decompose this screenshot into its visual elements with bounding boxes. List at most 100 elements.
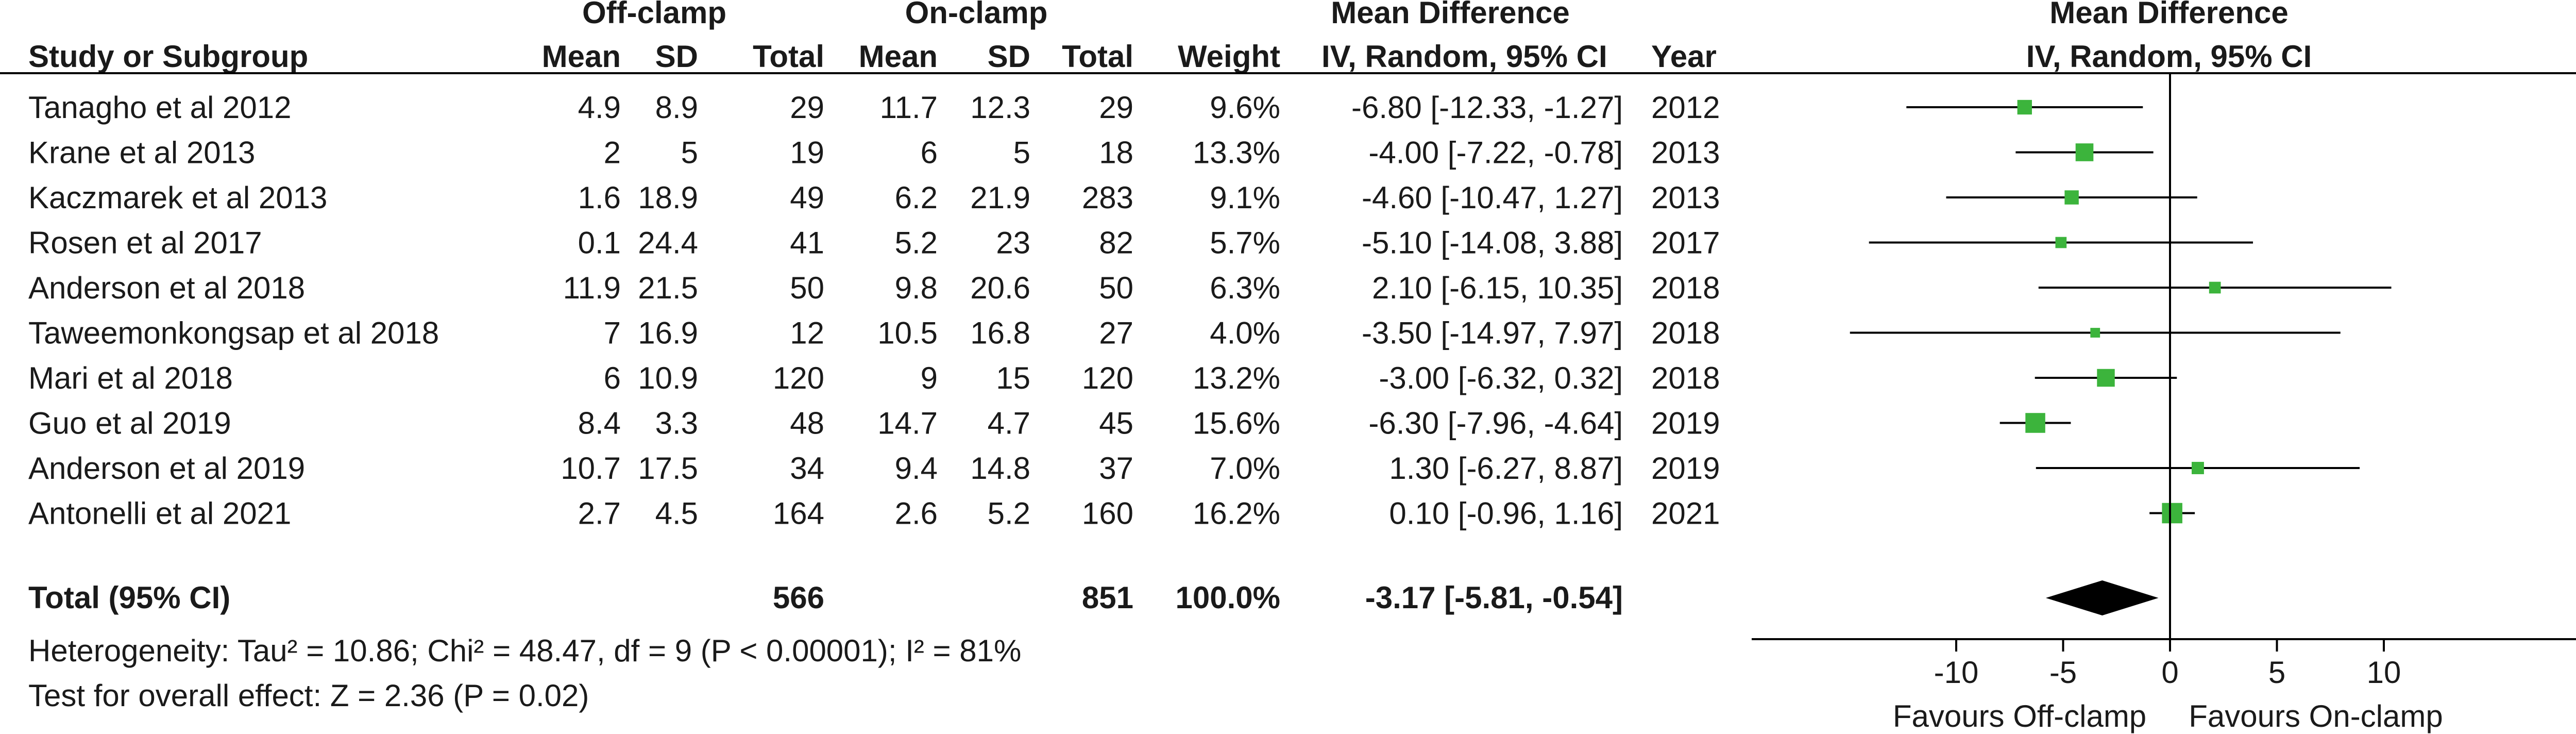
study-weight: 13.3%	[1193, 136, 1280, 170]
on-clamp-mean: 9.8	[895, 271, 938, 305]
header-weight: Weight	[1178, 39, 1280, 74]
on-clamp-mean: 11.7	[880, 90, 938, 125]
header-total-2: Total	[1062, 39, 1133, 74]
study-name: Anderson et al 2019	[28, 451, 305, 486]
on-clamp-mean: 6.2	[895, 180, 938, 215]
off-clamp-total: 19	[790, 136, 824, 170]
on-clamp-total: 37	[1099, 451, 1133, 486]
pooled-diamond	[2045, 580, 2159, 615]
study-ci: -3.00 [-6.32, 0.32]	[1379, 361, 1623, 395]
on-clamp-sd: 14.8	[970, 451, 1030, 486]
on-clamp-sd: 12.3	[970, 90, 1030, 125]
heterogeneity-text: Heterogeneity: Tau² = 10.86; Chi² = 48.4…	[28, 633, 1021, 668]
on-clamp-sd: 5	[1013, 136, 1030, 170]
on-clamp-total: 27	[1099, 316, 1133, 351]
off-clamp-mean: 7	[604, 316, 621, 351]
on-clamp-mean: 6	[921, 136, 938, 170]
on-clamp-total: 283	[1082, 180, 1133, 215]
x-tick-label: -10	[1934, 655, 1979, 690]
off-clamp-mean: 2	[604, 136, 621, 170]
study-year: 2018	[1651, 316, 1720, 351]
x-tick-label: 5	[2268, 655, 2285, 690]
off-clamp-sd: 16.9	[638, 316, 698, 351]
off-clamp-total: 12	[790, 316, 824, 351]
on-clamp-sd: 5.2	[988, 496, 1030, 531]
on-clamp-total: 120	[1082, 361, 1133, 395]
study-name: Mari et al 2018	[28, 361, 233, 395]
study-year: 2013	[1651, 136, 1720, 170]
off-clamp-total: 29	[790, 90, 824, 125]
on-clamp-total: 50	[1099, 271, 1133, 305]
study-year: 2018	[1651, 361, 1720, 395]
on-clamp-sd: 4.7	[988, 406, 1030, 441]
study-name: Rosen et al 2017	[28, 226, 262, 260]
study-ci: 0.10 [-0.96, 1.16]	[1389, 496, 1623, 531]
effect-marker	[2025, 413, 2045, 433]
on-clamp-sd: 15	[996, 361, 1030, 395]
study-year: 2021	[1651, 496, 1720, 531]
on-clamp-sd: 21.9	[970, 180, 1030, 215]
study-year: 2018	[1651, 271, 1720, 305]
off-clamp-sd: 18.9	[638, 180, 698, 215]
effect-marker	[2090, 328, 2100, 338]
header-mean-2: Mean	[859, 39, 938, 74]
study-weight: 15.6%	[1193, 406, 1280, 441]
study-name: Anderson et al 2018	[28, 271, 305, 305]
effect-marker	[2192, 462, 2204, 474]
effect-marker	[2017, 99, 2032, 115]
x-tick-label: 10	[2367, 655, 2401, 690]
off-clamp-total: 164	[773, 496, 824, 531]
header-plot-title: Mean Difference	[2049, 0, 2288, 30]
off-clamp-total: 50	[790, 271, 824, 305]
header-total-1: Total	[753, 39, 824, 74]
on-clamp-mean: 5.2	[895, 226, 938, 260]
off-clamp-sd: 10.9	[638, 361, 698, 395]
on-clamp-sd: 16.8	[970, 316, 1030, 351]
study-weight: 4.0%	[1210, 316, 1280, 351]
effect-marker	[2209, 281, 2221, 294]
off-clamp-mean: 11.9	[563, 271, 621, 305]
header-sd-2: SD	[988, 39, 1030, 74]
off-clamp-total: 41	[790, 226, 824, 260]
study-ci: -4.00 [-7.22, -0.78]	[1368, 136, 1623, 170]
study-weight: 13.2%	[1193, 361, 1280, 395]
off-clamp-mean: 4.9	[578, 90, 621, 125]
effect-marker	[2162, 503, 2182, 524]
off-clamp-sd: 4.5	[655, 496, 698, 531]
study-name: Antonelli et al 2021	[28, 496, 291, 531]
study-ci: 2.10 [-6.15, 10.35]	[1372, 271, 1623, 305]
off-clamp-total: 34	[790, 451, 824, 486]
total-label: Total (95% CI)	[28, 580, 230, 615]
off-clamp-mean: 1.6	[578, 180, 621, 215]
off-clamp-mean: 2.7	[578, 496, 621, 531]
on-clamp-total: 160	[1082, 496, 1133, 531]
x-tick-label: 0	[2161, 655, 2178, 690]
header-off-clamp: Off-clamp	[582, 0, 726, 30]
off-clamp-total: 49	[790, 180, 824, 215]
study-weight: 9.6%	[1210, 90, 1280, 125]
header-on-clamp: On-clamp	[905, 0, 1048, 30]
study-year: 2013	[1651, 180, 1720, 215]
on-clamp-mean: 9	[921, 361, 938, 395]
study-year: 2019	[1651, 406, 1720, 441]
total-n1: 566	[773, 580, 824, 615]
off-clamp-mean: 10.7	[561, 451, 621, 486]
study-name: Krane et al 2013	[28, 136, 255, 170]
favours-left-label: Favours Off-clamp	[1893, 699, 2146, 733]
total-weight: 100.0%	[1176, 580, 1281, 615]
off-clamp-total: 120	[773, 361, 824, 395]
on-clamp-total: 29	[1099, 90, 1133, 125]
study-ci: -5.10 [-14.08, 3.88]	[1362, 226, 1623, 260]
study-ci: -4.60 [-10.47, 1.27]	[1362, 180, 1623, 215]
study-name: Taweemonkongsap et al 2018	[28, 316, 439, 351]
on-clamp-mean: 2.6	[895, 496, 938, 531]
off-clamp-sd: 5	[681, 136, 698, 170]
effect-marker	[2064, 190, 2079, 205]
study-name: Tanagho et al 2012	[28, 90, 291, 125]
study-weight: 16.2%	[1193, 496, 1280, 531]
study-year: 2019	[1651, 451, 1720, 486]
on-clamp-total: 82	[1099, 226, 1133, 260]
header-md-method: IV, Random, 95% CI	[1321, 39, 1607, 74]
header-year: Year	[1651, 39, 1717, 74]
